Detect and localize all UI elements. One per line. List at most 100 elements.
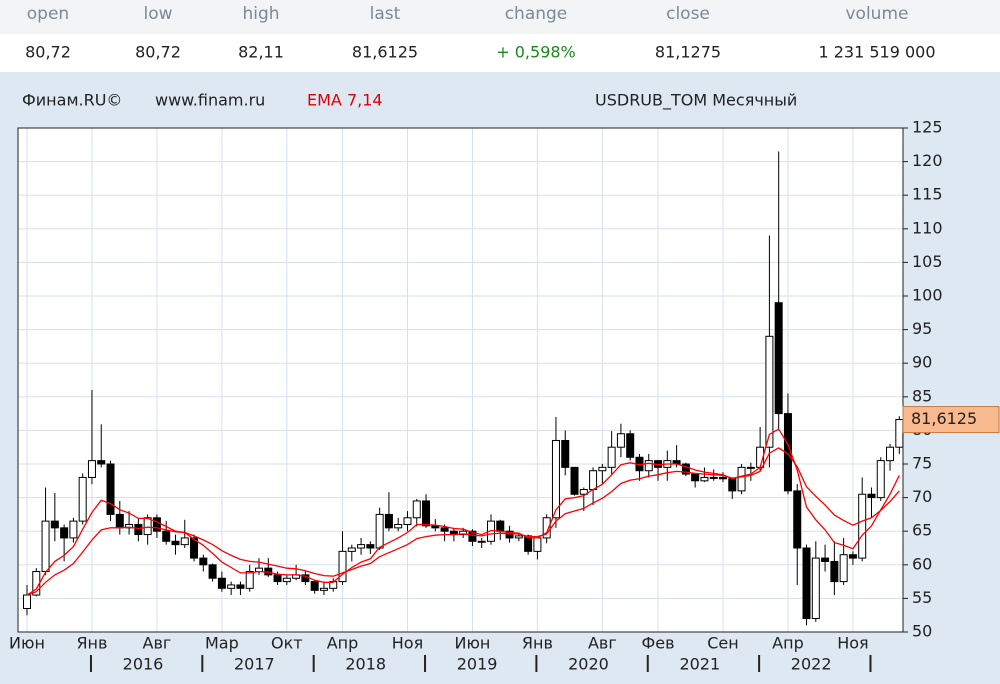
candle-body xyxy=(811,557,820,620)
candle-body xyxy=(310,581,319,591)
candle-body xyxy=(709,476,718,479)
candle-body xyxy=(162,530,171,542)
candle-body xyxy=(876,460,885,499)
candle-body xyxy=(719,476,727,480)
year-label: 2016 xyxy=(123,655,164,674)
header-value: 80,72 xyxy=(25,43,71,62)
header-value: 80,72 xyxy=(135,43,181,62)
candle-body xyxy=(134,523,143,536)
y-tick-label: 55 xyxy=(912,588,932,607)
site: www.finam.ru xyxy=(155,91,265,110)
candle-body xyxy=(886,446,895,462)
candle-body xyxy=(384,513,393,529)
candle-body xyxy=(180,537,189,546)
candle-body xyxy=(839,554,848,583)
candle-body xyxy=(765,335,774,448)
y-tick-label: 95 xyxy=(912,319,932,338)
candle-body xyxy=(561,439,570,468)
candle-body xyxy=(589,470,598,491)
candle-body xyxy=(143,517,152,536)
y-tick-label: 75 xyxy=(912,454,932,473)
source: Финам.RU© xyxy=(22,91,122,110)
header-label: last xyxy=(370,4,401,24)
plot-frame xyxy=(17,127,904,633)
candle-body xyxy=(347,547,356,552)
year-label: 2017 xyxy=(234,655,275,674)
last-price-marker xyxy=(902,406,1000,434)
ema-line xyxy=(26,428,900,596)
candle-body xyxy=(366,544,375,549)
header-label: change xyxy=(505,4,568,24)
candle-body xyxy=(50,520,59,529)
header-value-row xyxy=(0,34,1000,72)
y-tick-label: 100 xyxy=(912,286,943,305)
ema-line xyxy=(26,447,900,596)
x-tick-label: Янв xyxy=(76,634,107,653)
candle-body xyxy=(858,493,867,559)
chart-title: USDRUB_TOM Месячный xyxy=(595,91,797,111)
x-tick-label: Апр xyxy=(772,634,804,653)
header-label: volume xyxy=(846,4,909,24)
candle-body xyxy=(542,517,551,539)
y-tick-label: 60 xyxy=(912,554,932,573)
x-tick-label: Янв xyxy=(522,634,553,653)
indicator: EMA 7,14 xyxy=(307,91,383,110)
x-tick-label: Окт xyxy=(271,634,303,653)
candle-body xyxy=(87,460,96,478)
y-tick-label: 90 xyxy=(912,353,932,372)
year-label: 2020 xyxy=(568,655,609,674)
candle-body xyxy=(152,517,161,532)
candle-body xyxy=(616,433,625,448)
candle-body xyxy=(598,466,607,472)
x-tick-label: Авг xyxy=(143,634,172,653)
year-label: 2022 xyxy=(791,655,832,674)
candle-body xyxy=(551,439,560,519)
candle-body xyxy=(227,584,236,589)
header-label: open xyxy=(27,4,69,24)
candle-body xyxy=(737,466,746,492)
y-tick-label: 115 xyxy=(912,185,943,204)
header-value: 82,11 xyxy=(238,43,284,62)
x-tick-label: Ноя xyxy=(392,634,423,653)
candle-body xyxy=(394,523,403,529)
header-label: low xyxy=(143,4,172,24)
year-label: 2019 xyxy=(457,655,498,674)
candle-body xyxy=(802,547,811,620)
candle-body xyxy=(644,460,653,472)
candle-body xyxy=(728,478,737,492)
candle-body xyxy=(171,540,180,546)
y-tick-label: 85 xyxy=(912,386,932,405)
candle-body xyxy=(700,476,709,482)
candle-body xyxy=(848,554,857,559)
candle-body xyxy=(496,520,505,532)
candle-body xyxy=(282,577,291,583)
candle-body xyxy=(97,460,106,465)
last-price-label: 81,6125 xyxy=(911,409,977,428)
candle-body xyxy=(236,584,245,589)
candle-body xyxy=(533,537,542,552)
candle-body xyxy=(245,571,254,589)
candle-body xyxy=(41,520,50,573)
y-tick-label: 105 xyxy=(912,252,943,271)
year-label: 2021 xyxy=(679,655,720,674)
header-value: 81,6125 xyxy=(352,43,418,62)
candle-body xyxy=(273,574,282,583)
candle-body xyxy=(115,513,124,529)
candle-body xyxy=(691,473,700,482)
x-tick-label: Фев xyxy=(642,634,675,653)
candle-body xyxy=(60,527,69,539)
candle-body xyxy=(375,513,384,549)
candle-body xyxy=(208,564,217,579)
y-tick-label: 110 xyxy=(912,218,943,237)
candle-body xyxy=(867,493,876,499)
y-tick-label: 65 xyxy=(912,521,932,540)
candle-body xyxy=(440,527,449,532)
candle-body xyxy=(190,537,199,559)
candle-body xyxy=(357,544,366,549)
candle-body xyxy=(106,463,115,515)
y-tick-label: 125 xyxy=(912,118,943,137)
x-tick-label: Июн xyxy=(9,634,45,653)
candle-body xyxy=(69,520,78,539)
candle-body xyxy=(626,433,635,458)
